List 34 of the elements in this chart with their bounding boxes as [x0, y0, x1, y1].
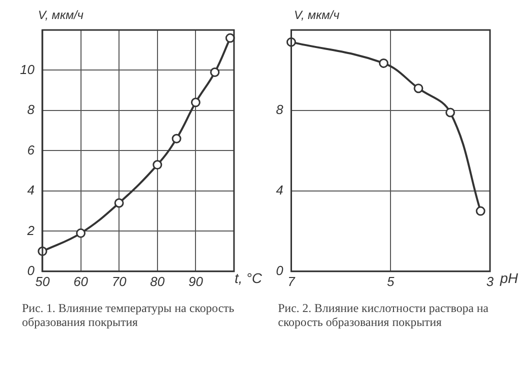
x-axis-title: t, °C [234, 270, 262, 286]
y-tick-label: 10 [20, 62, 36, 77]
point [378, 58, 388, 68]
point [76, 228, 86, 238]
y-tick-label: 4 [276, 182, 284, 198]
point [172, 134, 182, 144]
y-tick-label: 2 [26, 222, 36, 238]
x-tick-label: 70 [112, 274, 128, 289]
point [476, 206, 486, 216]
x-tick-label: 50 [35, 274, 50, 289]
y-axis-title: V, мкм/ч [38, 8, 84, 22]
text: Рис. 2. Влияние кислотности раствора на скорость образования покрытия [278, 301, 490, 330]
point [152, 160, 162, 170]
x-tick-label: 7 [288, 274, 296, 289]
point [414, 84, 424, 94]
y-tick-label: 6 [27, 142, 36, 158]
x-tick-label: 80 [150, 274, 166, 289]
y-tick-label: 8 [27, 102, 36, 118]
point [210, 67, 220, 77]
x-tick-label: 5 [387, 274, 395, 289]
y-tick-label: 4 [27, 182, 34, 198]
point [114, 198, 124, 208]
x-tick-label: 90 [188, 274, 204, 289]
y-tick-label: 8 [276, 102, 284, 118]
y-tick-label: 0 [27, 263, 36, 278]
point [225, 33, 235, 43]
x-tick-label: 3 [486, 274, 494, 289]
x-axis-title: pH [500, 270, 518, 286]
x-tick-label: 60 [74, 274, 89, 289]
y-axis-title: V, мкм/ч [294, 8, 340, 22]
point [445, 108, 455, 118]
point [190, 98, 200, 108]
text: Рис. 1. Влияние температуры на скорость образования покрытия [22, 301, 236, 330]
y-tick-label: 0 [276, 263, 284, 278]
